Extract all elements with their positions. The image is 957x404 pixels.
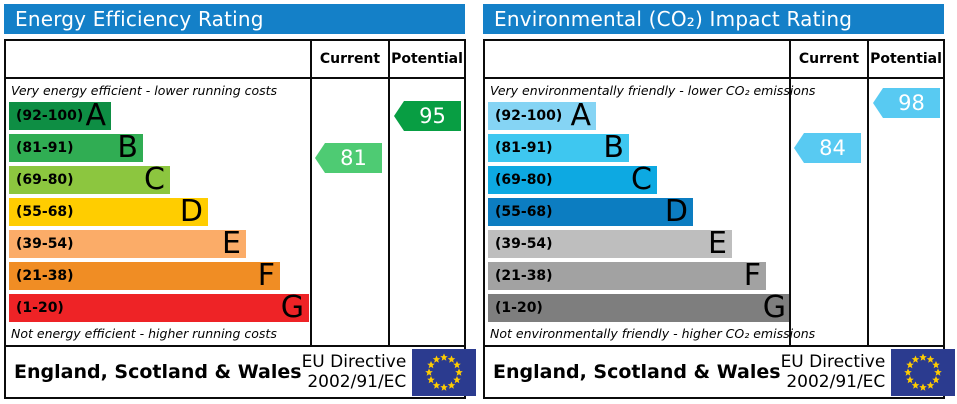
eu-flag-icon: [412, 348, 477, 396]
band-f: (21-38) F: [9, 258, 280, 293]
region-label: England, Scotland & Wales: [493, 361, 781, 383]
band-letter: D: [664, 194, 688, 229]
band-letter: D: [179, 194, 203, 229]
band-range: (21-38): [495, 268, 553, 284]
current-rating-arrow: 81: [315, 143, 382, 173]
table-body: Very environmentally friendly - lower CO…: [485, 79, 943, 345]
band-letter: C: [144, 162, 165, 197]
eu-directive-line1: EU Directive: [301, 351, 407, 372]
band-letter: A: [85, 98, 106, 133]
current-rating-arrow: 84: [794, 133, 861, 163]
rating-scale: Very environmentally friendly - lower CO…: [485, 79, 816, 345]
table-footer: England, Scotland & Wales EU Directive 2…: [6, 345, 477, 397]
band-range: (1-20): [495, 300, 543, 316]
current-rating-value: 84: [819, 136, 846, 160]
current-column-header: Current: [789, 41, 867, 77]
arrow-point: [315, 143, 325, 173]
band-f: (21-38) F: [488, 258, 766, 293]
band-letter: F: [743, 258, 761, 293]
table-footer: England, Scotland & Wales EU Directive 2…: [485, 345, 956, 397]
band-letter: B: [603, 130, 624, 165]
band-letter: B: [117, 130, 138, 165]
potential-rating-value: 98: [898, 91, 925, 115]
potential-column-header: Potential: [867, 41, 943, 77]
table-header-row: Current Potential: [6, 41, 464, 79]
band-range: (69-80): [495, 172, 553, 188]
potential-column-header: Potential: [388, 41, 464, 77]
band-d: (55-68) D: [488, 194, 693, 229]
band-c: (69-80) C: [488, 162, 657, 197]
header-blank-cell: [6, 41, 310, 77]
environmental-title-bar: Environmental (CO₂) Impact Rating: [483, 4, 944, 34]
eu-directive-line1: EU Directive: [780, 351, 886, 372]
band-a: (92-100) A: [488, 98, 596, 133]
current-column: [310, 79, 388, 345]
band-g: (1-20) G: [9, 290, 309, 325]
arrow-point: [394, 101, 404, 131]
potential-column: [388, 79, 464, 345]
band-range: (55-68): [16, 204, 74, 220]
band-letter: E: [222, 226, 241, 261]
table-body: Very energy efficient - lower running co…: [6, 79, 464, 345]
eu-directive-line2: 2002/91/EC: [307, 372, 407, 392]
band-range: (39-54): [16, 236, 74, 252]
current-column-header: Current: [310, 41, 388, 77]
band-b: (81-91) B: [488, 130, 629, 165]
band-letter: G: [762, 290, 786, 325]
region-label: England, Scotland & Wales: [14, 361, 302, 383]
band-e: (39-54) E: [488, 226, 732, 261]
environmental-title: Environmental (CO₂) Impact Rating: [494, 7, 853, 31]
band-g: (1-20) G: [488, 290, 791, 325]
band-letter: F: [257, 258, 275, 293]
band-range: (81-91): [495, 140, 553, 156]
current-column: [789, 79, 867, 345]
band-range: (1-20): [16, 300, 64, 316]
energy-title-bar: Energy Efficiency Rating: [4, 4, 465, 34]
eu-directive-line2: 2002/91/EC: [786, 372, 886, 392]
top-caption: Very energy efficient - lower running co…: [11, 83, 278, 98]
band-range: (92-100): [16, 108, 84, 124]
band-a: (92-100) A: [9, 98, 111, 133]
band-d: (55-68) D: [9, 194, 208, 229]
arrow-point: [794, 133, 804, 163]
band-range: (55-68): [495, 204, 553, 220]
band-range: (21-38): [16, 268, 74, 284]
arrow-point: [873, 88, 883, 118]
potential-rating-value: 95: [419, 104, 446, 128]
band-range: (81-91): [16, 140, 74, 156]
potential-rating-arrow: 98: [873, 88, 940, 118]
eu-flag-icon: [891, 348, 956, 396]
top-caption: Very environmentally friendly - lower CO…: [490, 83, 816, 98]
header-blank-cell: [485, 41, 789, 77]
energy-efficiency-panel: Energy Efficiency Rating Current Potenti…: [0, 0, 478, 404]
band-e: (39-54) E: [9, 226, 246, 261]
bottom-caption: Not energy efficient - higher running co…: [11, 326, 277, 341]
band-letter: G: [280, 290, 304, 325]
table-header-row: Current Potential: [485, 41, 943, 79]
eu-directive-label: EU Directive 2002/91/EC: [302, 352, 413, 392]
band-letter: C: [631, 162, 652, 197]
energy-title: Energy Efficiency Rating: [15, 7, 264, 31]
band-b: (81-91) B: [9, 130, 143, 165]
energy-rating-table: Current Potential Very energy efficient …: [4, 39, 477, 399]
current-rating-value: 81: [340, 146, 367, 170]
rating-scale: Very energy efficient - lower running co…: [6, 79, 310, 345]
eu-directive-label: EU Directive 2002/91/EC: [781, 352, 892, 392]
potential-column: [867, 79, 943, 345]
bottom-caption: Not environmentally friendly - higher CO…: [490, 326, 816, 341]
band-letter: A: [570, 98, 591, 133]
band-c: (69-80) C: [9, 162, 170, 197]
band-range: (39-54): [495, 236, 553, 252]
band-range: (69-80): [16, 172, 74, 188]
band-letter: E: [708, 226, 727, 261]
environmental-impact-panel: Environmental (CO₂) Impact Rating Curren…: [479, 0, 957, 404]
potential-rating-arrow: 95: [394, 101, 461, 131]
environmental-rating-table: Current Potential Very environmentally f…: [483, 39, 956, 399]
band-range: (92-100): [495, 108, 563, 124]
